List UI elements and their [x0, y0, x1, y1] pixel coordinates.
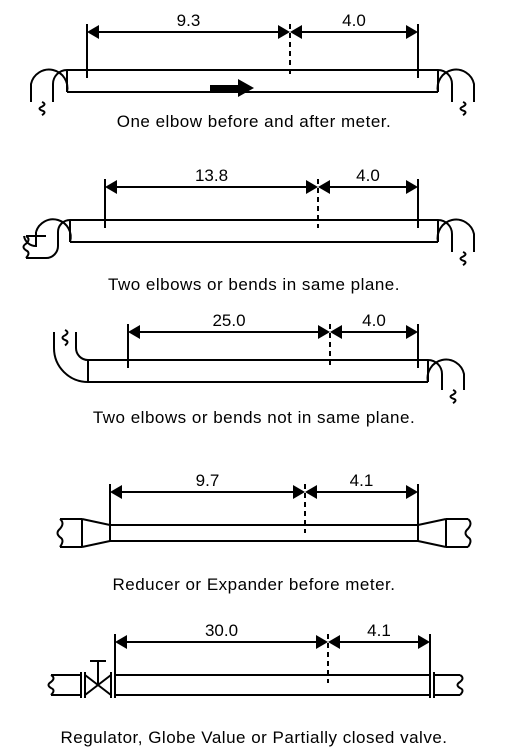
fig5-caption: Regulator, Globe Value or Partially clos…	[0, 728, 508, 748]
fig3-caption: Two elbows or bends not in same plane.	[0, 408, 508, 428]
fig1-diagram: 9.3 4.0	[0, 10, 508, 117]
fig4-caption: Reducer or Expander before meter.	[0, 575, 508, 595]
dim-downstream-label: 4.0	[362, 311, 386, 330]
fig4-diagram: 9.7 4.1	[0, 470, 508, 580]
fig5-diagram: 30.0 4.1	[0, 620, 508, 733]
dim-upstream-label: 30.0	[205, 621, 238, 640]
dim-downstream-label: 4.0	[356, 166, 380, 185]
fig1-caption: One elbow before and after meter.	[0, 112, 508, 132]
dim-upstream-label: 13.8	[195, 166, 228, 185]
dim-downstream-label: 4.1	[367, 621, 391, 640]
fig3-diagram: 25.0 4.0	[0, 310, 508, 413]
dim-downstream-label: 4.0	[342, 11, 366, 30]
fig2-caption: Two elbows or bends in same plane.	[0, 275, 508, 295]
dim-downstream-label: 4.1	[350, 471, 374, 490]
fig2-diagram: 13.8 4.0	[0, 165, 508, 280]
dim-upstream-label: 25.0	[212, 311, 245, 330]
dim-upstream-label: 9.7	[196, 471, 220, 490]
dim-upstream-label: 9.3	[177, 11, 201, 30]
